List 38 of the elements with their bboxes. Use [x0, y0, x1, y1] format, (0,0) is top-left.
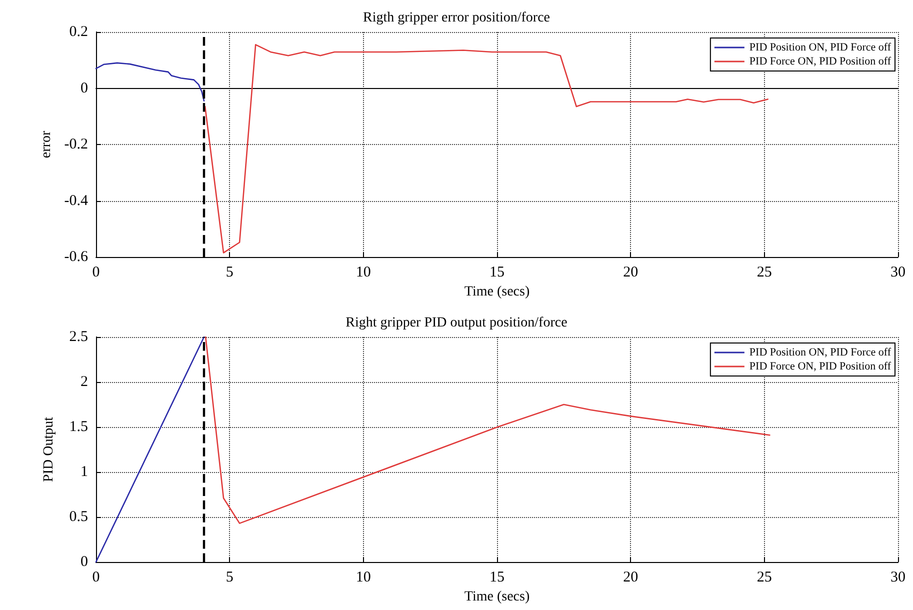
chart-title: Right gripper PID output position/force	[346, 316, 568, 330]
y-tick-label: -0.2	[64, 136, 88, 152]
line-series	[204, 44, 768, 254]
x-tick-label: 5	[226, 264, 234, 280]
legend-label: PID Force ON, PID Position off	[749, 360, 892, 372]
x-tick-label: 0	[92, 264, 100, 280]
x-tick-label: 20	[623, 264, 638, 280]
x-tick-label: 10	[356, 264, 371, 280]
x-tick-label: 5	[226, 570, 234, 586]
y-tick-label: 2	[80, 374, 88, 390]
y-tick-label: 0	[80, 554, 88, 570]
y-tick-label: 0.2	[69, 24, 88, 40]
y-tick-label: 0	[80, 80, 88, 96]
y-tick-label: 2.5	[69, 329, 88, 345]
x-axis-title: Time (secs)	[464, 284, 530, 300]
x-tick-label: 15	[490, 570, 504, 586]
legend-label: PID Force ON, PID Position off	[749, 56, 892, 68]
y-tick-label: 0.5	[69, 509, 88, 525]
x-tick-label: 20	[623, 570, 638, 586]
x-axis-title: Time (secs)	[464, 589, 530, 604]
x-tick-label: 30	[890, 570, 906, 586]
y-tick-label: 1.5	[69, 419, 88, 435]
y-axis-title: error	[38, 130, 54, 158]
x-tick-label: 25	[756, 264, 772, 280]
legend-label: PID Position ON, PID Force off	[749, 42, 892, 54]
legend-label: PID Position ON, PID Force off	[749, 346, 892, 358]
x-tick-label: 30	[890, 264, 906, 280]
x-tick-label: 10	[356, 570, 371, 586]
y-tick-label: -0.6	[64, 249, 88, 265]
y-axis-title: PID Output	[42, 416, 56, 482]
y-tick-label: -0.4	[64, 192, 88, 209]
y-tick-label: 1	[80, 464, 88, 480]
line-series	[95, 62, 205, 102]
x-tick-label: 15	[490, 264, 504, 280]
chart-title: Rigth gripper error position/force	[362, 10, 550, 26]
x-tick-label: 0	[92, 570, 100, 586]
line-series	[204, 336, 770, 524]
x-tick-label: 25	[756, 570, 772, 586]
